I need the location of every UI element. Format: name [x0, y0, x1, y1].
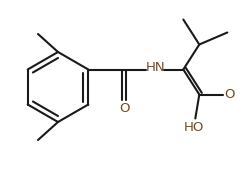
- Text: O: O: [224, 88, 235, 101]
- Text: HO: HO: [184, 121, 205, 134]
- Text: O: O: [119, 102, 130, 115]
- Text: HN: HN: [145, 61, 165, 74]
